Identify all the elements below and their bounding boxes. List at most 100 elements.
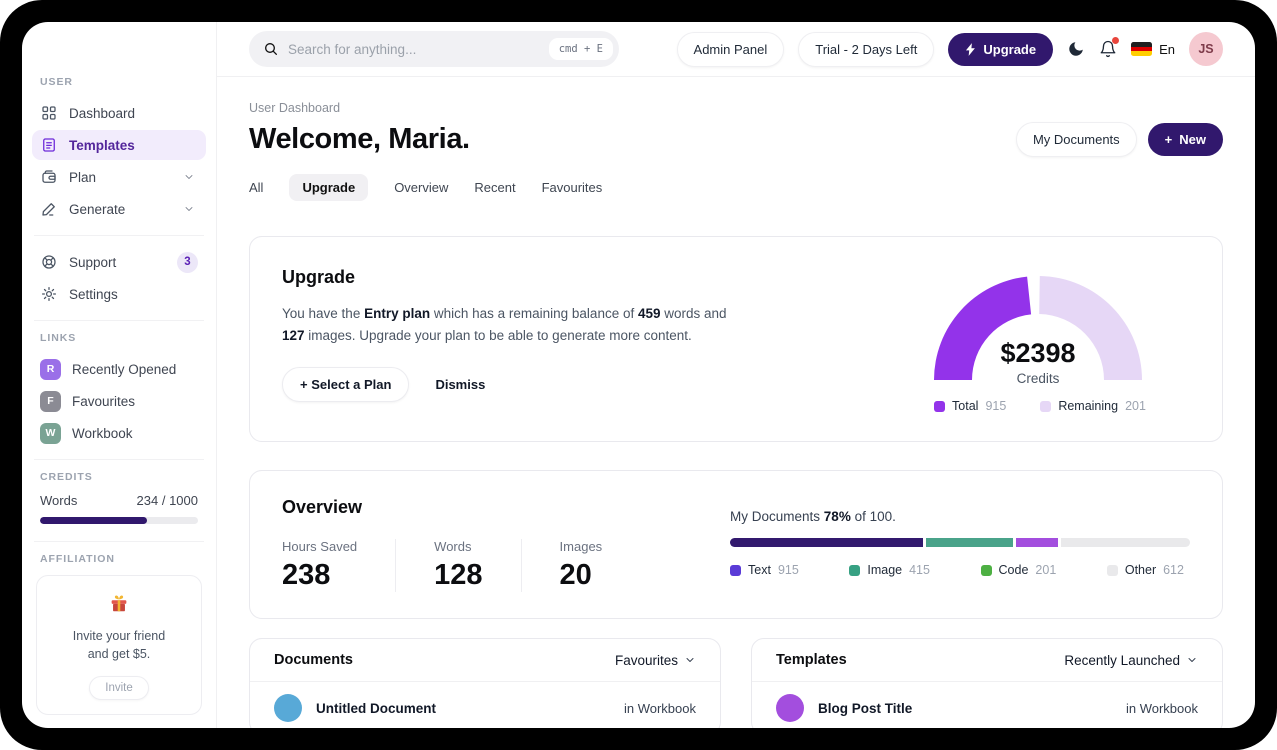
my-documents-button[interactable]: My Documents <box>1015 122 1137 157</box>
documents-progress-caption: My Documents 78% of 100. <box>730 509 896 524</box>
overview-card: Overview Hours Saved 238 Words 128 Image… <box>249 470 1223 619</box>
stat-hours-saved: Hours Saved 238 <box>282 539 358 591</box>
search-icon <box>265 43 277 55</box>
legend-swatch <box>730 564 741 576</box>
legend-item-remaining: Remaining 201 <box>1040 399 1146 413</box>
credits-progress-fill <box>40 517 148 524</box>
workbook-badge-icon: W <box>40 422 61 444</box>
templates-card-title: Templates <box>776 652 847 668</box>
affiliation-text: Invite your friend and get $5. <box>72 629 166 662</box>
bar-segment-text <box>730 538 923 547</box>
templates-document-icon <box>43 138 55 152</box>
documents-card: Documents Favourites Untitled Document i… <box>249 638 721 728</box>
tab-all[interactable]: All <box>249 180 264 195</box>
sidebar-item-label: Dashboard <box>69 105 136 121</box>
upgrade-card-left: Upgrade You have the Entry plan which ha… <box>282 267 737 413</box>
page-title: Welcome, Maria. <box>249 123 470 155</box>
settings-gear-icon <box>41 286 57 302</box>
legend-swatch <box>934 400 946 412</box>
sidebar-item-label: Support <box>69 254 117 270</box>
stat-words: Words 128 <box>395 539 520 592</box>
app-window: USER Dashboard Templates Plan Generate S… <box>22 22 1255 728</box>
templates-filter-dropdown[interactable]: Recently Launched <box>1064 653 1198 668</box>
support-count-badge: 3 <box>177 251 198 273</box>
admin-panel-button[interactable]: Admin Panel <box>676 31 785 67</box>
dark-mode-toggle[interactable] <box>1067 40 1085 58</box>
tab-recent[interactable]: Recent <box>474 180 516 195</box>
plus-icon: + <box>300 376 312 392</box>
sidebar-item-plan[interactable]: Plan <box>32 162 206 192</box>
credits-words-value: 234 / 1000 <box>136 493 198 508</box>
favourites-badge-icon: F <box>40 390 61 412</box>
sidebar: USER Dashboard Templates Plan Generate S… <box>22 22 217 728</box>
legend-item-other: Other 612 <box>1106 563 1184 577</box>
support-lifebuoy-icon <box>42 255 56 269</box>
legend-swatch <box>1040 400 1052 412</box>
gauge-value: $2398 <box>1000 338 1076 368</box>
bar-segment-image <box>925 538 1013 547</box>
sidebar-link-label: Workbook <box>72 425 133 441</box>
template-location: in Workbook <box>1125 700 1198 716</box>
chevron-down-icon <box>185 175 193 179</box>
sidebar-item-generate[interactable]: Generate <box>32 194 206 224</box>
german-flag-icon <box>1131 42 1153 56</box>
sidebar-item-support[interactable]: Support 3 <box>32 247 206 277</box>
sidebar-item-label: Plan <box>69 169 97 185</box>
sidebar-link-favourites[interactable]: F Favourites <box>32 386 206 416</box>
overview-card-left: Overview Hours Saved 238 Words 128 Image… <box>282 497 640 592</box>
gift-icon <box>111 595 127 612</box>
topbar: cmd + E Admin Panel Trial - 2 Days Left … <box>217 22 1255 77</box>
upgrade-button[interactable]: Upgrade <box>948 32 1054 66</box>
document-title: Untitled Document <box>316 700 436 716</box>
legend-item-total: Total 915 <box>934 399 1006 413</box>
chevron-down-icon <box>1188 658 1196 662</box>
new-button[interactable]: + New <box>1147 123 1223 156</box>
chevron-down-icon <box>686 658 694 662</box>
documents-card-title: Documents <box>274 652 353 668</box>
search-shortcut-hint: cmd + E <box>548 38 613 60</box>
upgrade-card-body: You have the Entry plan which has a rema… <box>282 306 727 344</box>
sidebar-divider <box>34 235 204 236</box>
legend-swatch <box>849 564 861 576</box>
sidebar-item-label: Settings <box>69 286 118 302</box>
sidebar-link-label: Favourites <box>72 393 136 409</box>
bar-segment-code <box>1015 538 1059 547</box>
tab-favourites[interactable]: Favourites <box>541 180 603 195</box>
search-input[interactable] <box>288 41 549 57</box>
sidebar-item-label: Templates <box>69 137 135 153</box>
upgrade-card-title: Upgrade <box>282 267 356 287</box>
sidebar-item-templates[interactable]: Templates <box>32 130 206 160</box>
bar-segment-other <box>1061 538 1190 547</box>
tab-upgrade[interactable]: Upgrade <box>289 174 369 201</box>
credits-progress-track <box>40 517 198 524</box>
chevron-down-icon <box>185 207 193 211</box>
notifications-button[interactable] <box>1099 37 1120 58</box>
overview-stats: Hours Saved 238 Words 128 Images 20 <box>282 539 640 592</box>
sidebar-link-recently-opened[interactable]: R Recently Opened <box>32 354 206 384</box>
documents-filter-dropdown[interactable]: Favourites <box>615 653 696 668</box>
sidebar-item-dashboard[interactable]: Dashboard <box>32 98 206 128</box>
gauge-remaining-arc <box>1039 276 1142 380</box>
dismiss-button[interactable]: Dismiss <box>435 376 486 392</box>
invite-button[interactable]: Invite <box>89 676 149 701</box>
sidebar-section-links: LINKS <box>40 332 77 344</box>
documents-progress: My Documents 78% of 100. Text 915 Image 41… <box>730 497 1190 592</box>
language-selector[interactable]: En <box>1131 42 1175 57</box>
language-label: En <box>1159 41 1175 57</box>
legend-item-image: Image 415 <box>849 563 930 577</box>
stat-images: Images 20 <box>520 539 641 592</box>
user-avatar[interactable]: JS <box>1189 32 1223 66</box>
tab-overview[interactable]: Overview <box>394 180 449 195</box>
sidebar-link-workbook[interactable]: W Workbook <box>32 418 206 448</box>
sidebar-item-label: Generate <box>69 201 126 217</box>
sidebar-section-affiliation: AFFILIATION <box>40 553 115 565</box>
select-plan-button[interactable]: + Select a Plan <box>282 366 410 402</box>
sidebar-link-label: Recently Opened <box>72 361 177 377</box>
overview-card-title: Overview <box>282 497 363 517</box>
trial-status-button[interactable]: Trial - 2 Days Left <box>798 31 935 67</box>
template-list-item[interactable]: Blog Post Title in Workbook <box>752 682 1222 728</box>
document-list-item[interactable]: Untitled Document in Workbook <box>250 682 720 728</box>
sidebar-item-settings[interactable]: Settings <box>32 279 206 309</box>
search-bar[interactable]: cmd + E <box>249 31 619 67</box>
